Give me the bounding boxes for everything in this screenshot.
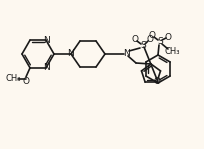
Text: N: N: [123, 49, 129, 59]
Text: CH₃: CH₃: [164, 46, 180, 55]
Text: O: O: [164, 32, 172, 42]
Text: S: S: [157, 38, 163, 46]
Text: O: O: [146, 35, 153, 44]
Text: O: O: [153, 77, 160, 86]
Text: O: O: [149, 31, 155, 41]
Text: O: O: [22, 77, 30, 86]
Text: N: N: [68, 49, 74, 59]
Text: N: N: [43, 36, 49, 45]
Text: O: O: [132, 35, 139, 45]
Text: S: S: [140, 42, 146, 51]
Text: CH₃: CH₃: [5, 74, 21, 83]
Text: N: N: [43, 63, 49, 72]
